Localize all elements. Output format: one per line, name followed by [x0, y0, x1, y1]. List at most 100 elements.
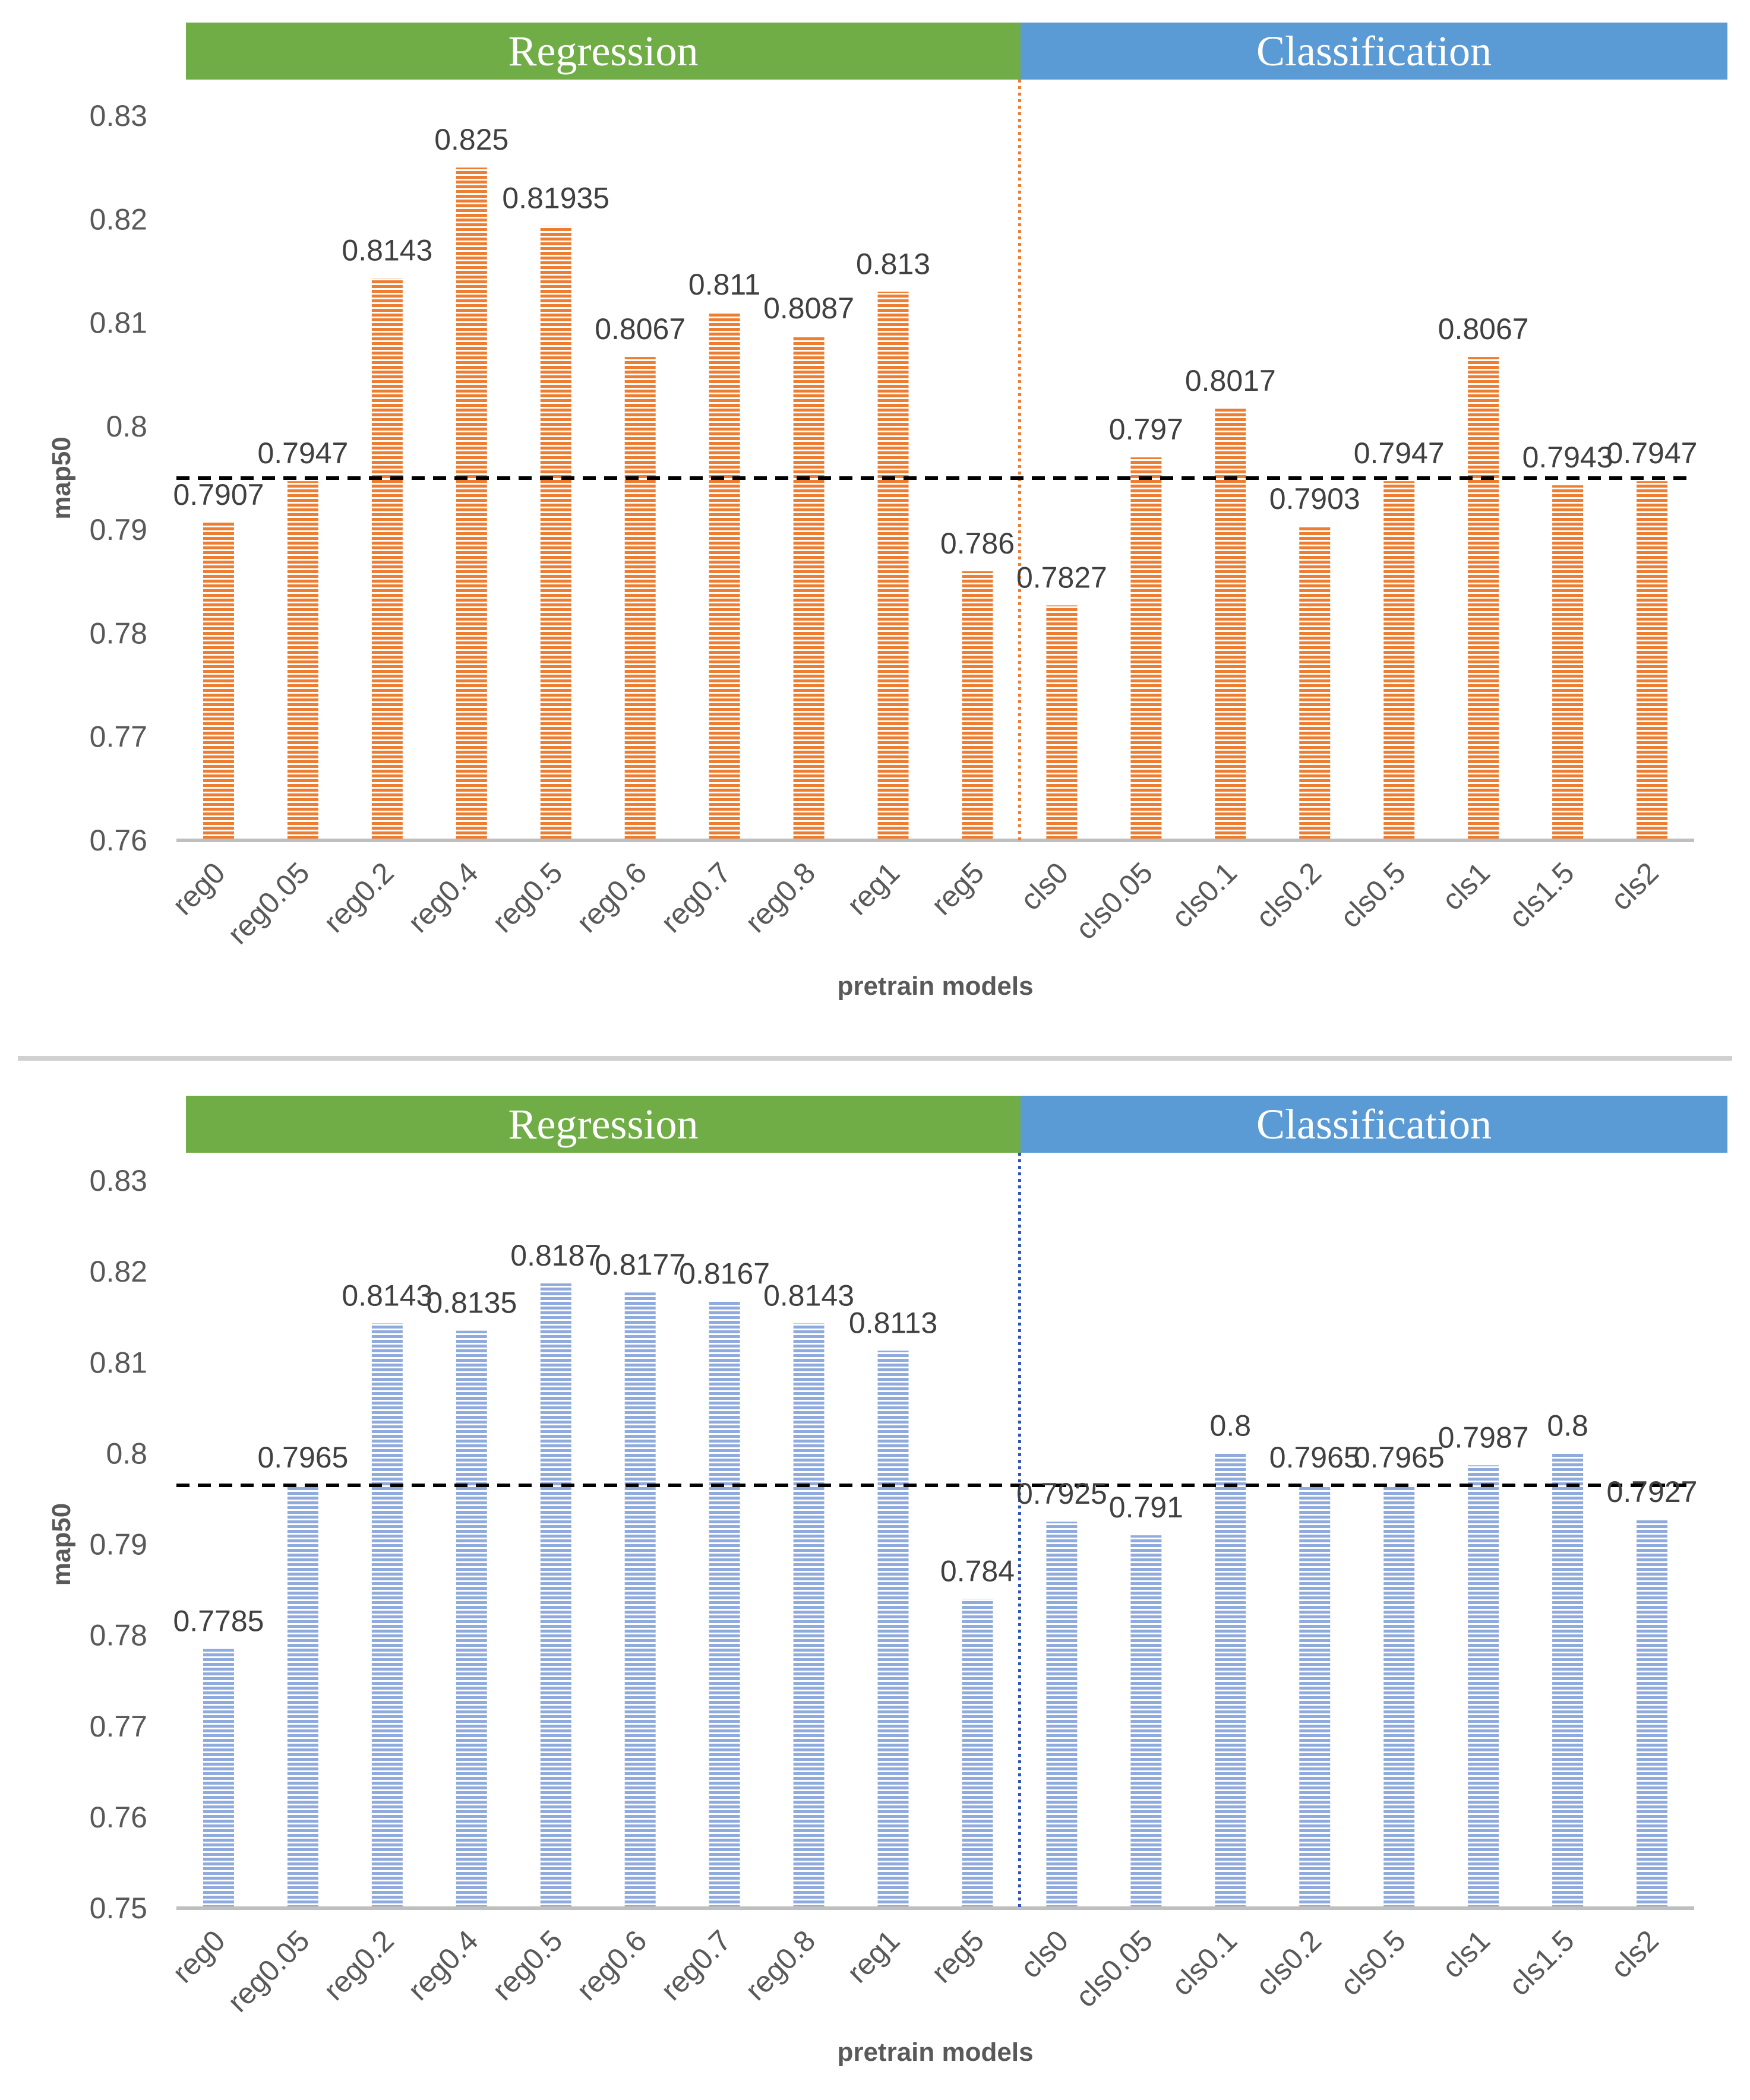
x-tick-label: cls0.5: [1334, 856, 1412, 934]
y-tick-label: 0.77: [90, 1710, 147, 1743]
y-tick-label: 0.75: [90, 1892, 147, 1925]
data-label: 0.811: [688, 268, 760, 301]
y-tick-label: 0.76: [90, 1801, 147, 1834]
bar-reg0.05: [287, 1485, 318, 1908]
x-tick-label: reg0.4: [402, 1924, 485, 2007]
header-classification-banner: [1021, 1096, 1727, 1153]
bar-cls0.5: [1383, 481, 1415, 840]
x-tick-label: reg5: [925, 1924, 990, 1989]
chart-panel-1: Regression Classification 0.76 0.77 0.78 0.79…: [47, 23, 1727, 1001]
bar-reg0.5: [540, 226, 571, 841]
data-label: 0.8143: [342, 234, 432, 267]
bar-cls2: [1637, 1520, 1668, 1908]
bar-reg0.4: [456, 1330, 487, 1908]
y-tick-label: 0.79: [90, 513, 147, 546]
bar-cls0.05: [1130, 1535, 1162, 1908]
x-tick-label: cls0.05: [1069, 1924, 1160, 2014]
bar-cls0.2: [1299, 526, 1331, 840]
y-tick-label: 0.82: [90, 203, 147, 236]
data-label: 0.791: [1109, 1491, 1183, 1524]
data-label: 0.7947: [257, 437, 348, 470]
x-tick-label: reg0.8: [739, 856, 822, 939]
y-axis-title: map50: [47, 437, 76, 519]
y-tick-label: 0.81: [90, 306, 147, 340]
y-tick-label: 0.83: [90, 99, 147, 132]
bar-cls0.05: [1130, 457, 1162, 840]
bar-cls0.5: [1383, 1485, 1415, 1908]
bar-cls1: [1468, 1465, 1499, 1908]
x-tick-label: reg0.7: [655, 1924, 738, 2007]
y-axis-title: map50: [47, 1503, 76, 1586]
data-label: 0.786: [940, 527, 1015, 560]
bar-reg0.5: [540, 1283, 571, 1908]
x-tick-label: cls2: [1604, 856, 1664, 916]
x-tick-label: cls1.5: [1502, 856, 1581, 934]
x-tick-label: reg0.5: [486, 1924, 569, 2007]
bar-reg0: [203, 522, 234, 840]
chart-panel-2: Regression Classification 0.75 0.76 0.77 0.78…: [47, 1096, 1727, 2067]
x-tick-label: cls0.2: [1249, 856, 1328, 934]
x-tick-label: reg1: [841, 856, 906, 921]
data-label: 0.7965: [1354, 1441, 1445, 1474]
x-tick-label: reg0: [166, 856, 231, 921]
data-label: 0.8143: [342, 1279, 432, 1312]
data-label: 0.7965: [1269, 1441, 1360, 1474]
data-label: 0.7785: [173, 1605, 264, 1638]
data-label: 0.7927: [1607, 1475, 1698, 1508]
x-tick-label: cls0: [1014, 856, 1075, 916]
bar-reg0.8: [793, 1323, 825, 1908]
data-label: 0.784: [940, 1554, 1015, 1587]
x-tick-label: reg0: [166, 1924, 231, 1989]
y-tick-label: 0.79: [90, 1528, 147, 1561]
header-classification-label: Classification: [1256, 27, 1492, 75]
x-tick-label: reg0.6: [570, 1924, 653, 2007]
y-tick-label: 0.81: [90, 1346, 147, 1379]
header-classification-label: Classification: [1256, 1100, 1492, 1148]
bar-reg0.2: [371, 1323, 403, 1908]
data-label: 0.8067: [1438, 312, 1529, 346]
x-tick-label: reg5: [925, 856, 990, 921]
data-label: 0.81935: [502, 182, 609, 215]
y-tick-label: 0.8: [106, 1437, 147, 1470]
bar-reg1: [877, 292, 909, 840]
data-label: 0.8113: [849, 1306, 937, 1339]
bar-reg0.6: [624, 357, 656, 840]
x-tick-label: reg0.5: [486, 856, 569, 939]
x-axis-title: pretrain models: [837, 972, 1033, 1001]
header-regression-label: Regression: [508, 27, 699, 75]
x-tick-label: reg0.2: [317, 1924, 400, 2007]
x-tick-label: reg1: [841, 1924, 906, 1989]
x-tick-label: reg0.8: [739, 1924, 822, 2007]
x-tick-label: cls1: [1435, 1924, 1496, 1984]
data-label: 0.813: [856, 247, 930, 280]
header-classification-banner: [1021, 23, 1727, 80]
bar-cls0: [1046, 1522, 1078, 1908]
data-label: 0.8087: [763, 292, 854, 325]
x-tick-label: cls0.05: [1069, 856, 1160, 946]
bar-cls0.1: [1215, 1453, 1246, 1908]
data-label: 0.8143: [763, 1279, 854, 1312]
x-tick-label: reg0.4: [402, 856, 485, 939]
y-tick-label: 0.78: [90, 616, 147, 650]
y-tick-label: 0.77: [90, 720, 147, 754]
data-label: 0.8: [1210, 1409, 1252, 1442]
x-tick-label: reg0.6: [570, 856, 653, 939]
bar-cls0.2: [1299, 1485, 1331, 1908]
header-regression-label: Regression: [508, 1100, 699, 1148]
y-tick-label: 0.76: [90, 824, 147, 857]
x-tick-label: reg0.2: [317, 856, 400, 939]
header-regression-banner: [186, 23, 1021, 80]
bar-reg0.05: [287, 481, 318, 840]
bar-reg5: [962, 1599, 993, 1908]
x-tick-label: reg0.05: [221, 1924, 316, 2019]
x-tick-label: cls0.5: [1334, 1924, 1412, 2002]
data-label: 0.797: [1109, 413, 1183, 446]
x-tick-label: cls1: [1435, 856, 1496, 916]
header-regression-banner: [186, 1096, 1021, 1153]
bar-reg0.7: [709, 1301, 740, 1908]
data-label: 0.7925: [1016, 1477, 1107, 1510]
y-tick-label: 0.78: [90, 1619, 147, 1652]
bar-cls2: [1637, 481, 1668, 840]
data-label: 0.7947: [1607, 437, 1698, 470]
data-label: 0.7907: [173, 478, 264, 511]
